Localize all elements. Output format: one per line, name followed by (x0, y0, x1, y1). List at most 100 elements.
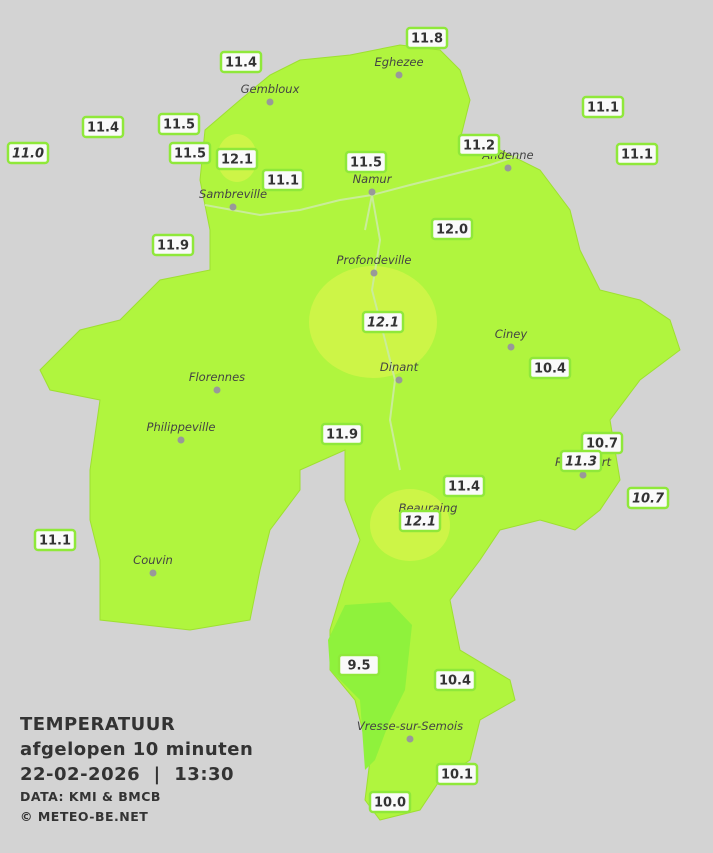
reading-box (615, 142, 659, 166)
legend-subtitle: afgelopen 10 minuten (20, 739, 254, 760)
reading-box (435, 762, 479, 786)
reading: 9.5 (337, 653, 381, 677)
reading-box (581, 95, 625, 119)
reading: 11.9 (320, 422, 364, 446)
reading-value: 9.5 (347, 659, 370, 674)
reading: 10.7 (580, 431, 624, 455)
reading-box (151, 233, 195, 257)
reading: 12.0 (430, 217, 474, 241)
reading-value: 11.1 (267, 174, 299, 189)
reading: 11.1 (33, 528, 77, 552)
reading-box (320, 422, 364, 446)
town-label: Sambreville (199, 187, 267, 201)
town-label: Philippeville (147, 420, 216, 434)
reading-box (168, 141, 212, 165)
reading: 11.1 (615, 142, 659, 166)
town-label: Profondeville (337, 253, 412, 267)
reading: 11.9 (151, 233, 195, 257)
reading-box (337, 653, 381, 677)
reading-value: 11.3 (565, 455, 597, 470)
reading-value: 11.5 (350, 156, 382, 171)
town-dot (368, 188, 376, 196)
reading-box (81, 115, 125, 139)
reading-box (442, 474, 486, 498)
reading-box (457, 133, 501, 157)
reading-box (398, 509, 442, 533)
reading-box (430, 217, 474, 241)
reading-value: 11.4 (225, 56, 257, 71)
town-dot (579, 471, 587, 479)
town-label: Vresse-sur-Semois (357, 719, 463, 733)
reading: 11.5 (157, 112, 201, 136)
cool-zone (328, 602, 412, 770)
town-dot (395, 71, 403, 79)
reading-value: 11.1 (39, 534, 71, 549)
legend: TEMPERATUUR afgelopen 10 minuten 22-02-2… (20, 712, 253, 827)
reading-value: 11.0 (12, 147, 44, 162)
reading: 11.8 (405, 26, 449, 50)
reading-value: 11.5 (174, 147, 206, 162)
reading-value: 10.0 (374, 796, 406, 811)
reading-value: 10.7 (632, 492, 665, 507)
reading-box (344, 150, 388, 174)
reading: 12.1 (398, 509, 442, 533)
town-dot (507, 343, 515, 351)
town-dot (213, 386, 221, 394)
reading-value: 10.7 (586, 437, 618, 452)
town-dot (266, 98, 274, 106)
reading: 11.3 (559, 449, 603, 473)
reading: 11.1 (261, 168, 305, 192)
town-label: Gembloux (241, 82, 300, 96)
reading-value: 11.2 (463, 139, 495, 154)
reading: 11.1 (581, 95, 625, 119)
town-dot (370, 269, 378, 277)
reading: 11.5 (344, 150, 388, 174)
reading: 11.4 (442, 474, 486, 498)
reading-value: 12.0 (436, 223, 468, 238)
reading-box (261, 168, 305, 192)
reading-value: 11.4 (87, 121, 119, 136)
town-label: Florennes (189, 370, 245, 384)
reading-value: 10.4 (534, 362, 566, 377)
reading: 12.1 (215, 147, 259, 171)
town-dot (395, 376, 403, 384)
legend-source: DATA: KMI & BMCB (20, 789, 161, 804)
reading: 12.1 (361, 310, 405, 334)
reading-box (215, 147, 259, 171)
reading-box (433, 668, 477, 692)
reading-box (559, 449, 603, 473)
reading-value: 11.9 (326, 428, 358, 443)
reading-value: 11.8 (411, 32, 443, 47)
legend-copyright: © METEO-BE.NET (20, 809, 149, 824)
reading-box (626, 486, 670, 510)
reading: 10.1 (435, 762, 479, 786)
reading: 10.4 (433, 668, 477, 692)
town-label: Couvin (133, 553, 173, 567)
town-dot (149, 569, 157, 577)
reading-box (157, 112, 201, 136)
reading-box (33, 528, 77, 552)
reading: 10.7 (626, 486, 670, 510)
reading-value: 11.1 (621, 148, 653, 163)
town-label: Ciney (495, 327, 528, 341)
reading-value: 11.1 (587, 101, 619, 116)
reading: 11.4 (81, 115, 125, 139)
town-dot (504, 164, 512, 172)
town-dot (406, 735, 414, 743)
reading: 11.0 (6, 141, 50, 165)
reading-value: 10.1 (441, 768, 473, 783)
reading-box (405, 26, 449, 50)
town-label: Eghezee (374, 55, 423, 69)
reading: 11.2 (457, 133, 501, 157)
reading-box (219, 50, 263, 74)
reading: 11.4 (219, 50, 263, 74)
reading-value: 12.1 (404, 515, 436, 530)
reading-box (361, 310, 405, 334)
reading-box (528, 356, 572, 380)
town-label: Dinant (380, 360, 419, 374)
reading-box (6, 141, 50, 165)
reading-value: 12.1 (367, 316, 399, 331)
reading: 10.0 (368, 790, 412, 814)
